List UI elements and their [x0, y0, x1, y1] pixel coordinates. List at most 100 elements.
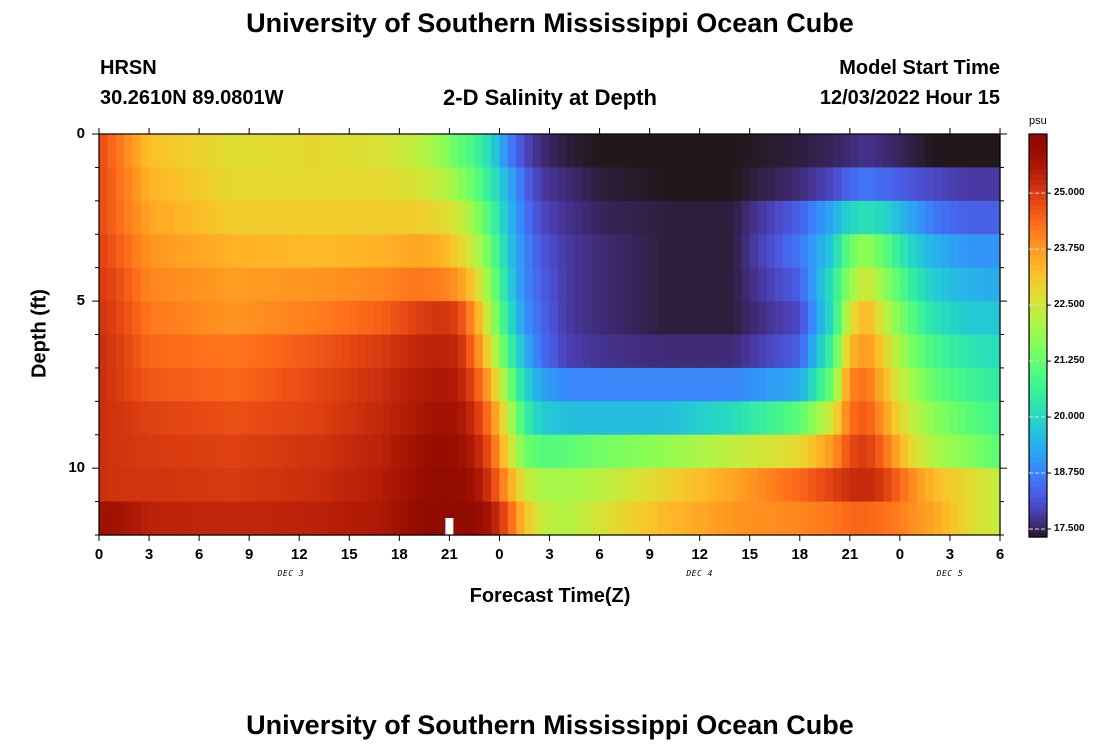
heatmap-cell — [249, 468, 259, 503]
heatmap-cell — [783, 367, 793, 402]
heatmap-cell — [708, 401, 717, 436]
colorbar-segment — [1029, 290, 1047, 296]
heatmap-cell — [974, 200, 984, 235]
heatmap-cell — [657, 301, 667, 336]
colorbar-segment — [1029, 209, 1047, 216]
heatmap-cell — [290, 200, 300, 235]
heatmap-cell — [107, 134, 117, 169]
heatmap-cell — [574, 434, 584, 469]
heatmap-cell — [457, 167, 467, 202]
heatmap-cell — [99, 401, 108, 436]
heatmap-cell — [607, 200, 617, 235]
heatmap-cell — [365, 234, 375, 269]
heatmap-cell — [599, 234, 609, 269]
heatmap-cell — [966, 501, 976, 536]
heatmap-cell — [682, 334, 692, 369]
heatmap-cell — [741, 134, 751, 169]
heatmap-cell — [908, 367, 918, 402]
heatmap-cell — [674, 468, 684, 503]
heatmap-cell — [758, 200, 767, 235]
heatmap-cell — [499, 501, 509, 536]
heatmap-cell — [657, 468, 667, 503]
heatmap-cell — [924, 301, 934, 336]
heatmap-cell — [741, 267, 751, 302]
heatmap-cell — [416, 200, 425, 235]
heatmap-cell — [949, 367, 959, 402]
heatmap-cell — [215, 134, 225, 169]
heatmap-cell — [399, 200, 409, 235]
heatmap-cell — [549, 401, 559, 436]
heatmap-cell — [274, 401, 284, 436]
heatmap-cell — [741, 367, 751, 402]
heatmap-cell — [274, 134, 284, 169]
x-tick-label: 18 — [791, 546, 809, 563]
heatmap-cell — [265, 200, 275, 235]
heatmap-cell — [290, 334, 300, 369]
heatmap-cell — [107, 468, 117, 503]
heatmap-cell — [532, 468, 542, 503]
heatmap-cell — [232, 434, 242, 469]
heatmap-cell — [240, 167, 250, 202]
heatmap-cell — [708, 200, 717, 235]
heatmap-cell — [799, 134, 809, 169]
heatmap-cell — [866, 267, 876, 302]
x-tick-label: 12 — [290, 546, 308, 563]
heatmap-cell — [449, 334, 459, 369]
heatmap-cell — [958, 334, 968, 369]
heatmap-cell — [349, 334, 359, 369]
heatmap-cell — [224, 367, 234, 402]
heatmap-cell — [182, 301, 192, 336]
heatmap-cell — [557, 301, 567, 336]
heatmap-cell — [933, 234, 943, 269]
heatmap-cell — [257, 301, 267, 336]
heatmap-cell — [374, 267, 384, 302]
heatmap-cell — [582, 501, 592, 536]
heatmap-cell — [891, 401, 901, 436]
heatmap-cell — [858, 267, 868, 302]
heatmap-cell — [724, 267, 734, 302]
heatmap-cell — [591, 234, 601, 269]
heatmap-cell — [290, 134, 300, 169]
heatmap-cell — [899, 401, 909, 436]
heatmap-cell — [199, 267, 209, 302]
heatmap-cell — [582, 434, 592, 469]
heatmap-cell — [307, 367, 317, 402]
heatmap-cell — [332, 134, 342, 169]
heatmap-cell — [299, 468, 309, 503]
heatmap-cell — [457, 234, 467, 269]
heatmap-cell — [824, 167, 834, 202]
heatmap-cell — [149, 200, 158, 235]
heatmap-cell — [390, 434, 400, 469]
heatmap-cell — [733, 167, 742, 202]
colorbar-segment — [1029, 400, 1047, 407]
heatmap-cell — [666, 167, 676, 202]
heatmap-cell — [708, 334, 717, 369]
heatmap-cell — [474, 501, 484, 536]
heatmap-cell — [257, 134, 267, 169]
colorbar-segment — [1029, 254, 1047, 261]
heatmap-cell — [799, 468, 809, 503]
heatmap-cell — [991, 134, 1001, 169]
heatmap-cell — [532, 267, 542, 302]
colorbar-segment — [1029, 330, 1047, 337]
heatmap-cell — [716, 167, 726, 202]
colorbar-segment — [1029, 431, 1047, 437]
colorbar-tick-label: 21.250 — [1054, 355, 1085, 367]
heatmap-cell — [974, 234, 984, 269]
heatmap-cell — [532, 501, 542, 536]
heatmap-cell — [791, 468, 801, 503]
heatmap-cell — [315, 434, 325, 469]
heatmap-cell — [799, 200, 809, 235]
heatmap-cell — [482, 200, 492, 235]
colorbar-segment — [1029, 169, 1047, 175]
heatmap-cell — [891, 234, 901, 269]
heatmap-cell — [724, 167, 734, 202]
heatmap-cell — [182, 401, 192, 436]
heatmap-cell — [833, 468, 843, 503]
heatmap-cell — [991, 367, 1001, 402]
heatmap-cell — [390, 234, 400, 269]
heatmap-cell — [941, 501, 951, 536]
heatmap-cell — [449, 200, 459, 235]
heatmap-cell — [883, 367, 893, 402]
heatmap-cell — [290, 401, 300, 436]
